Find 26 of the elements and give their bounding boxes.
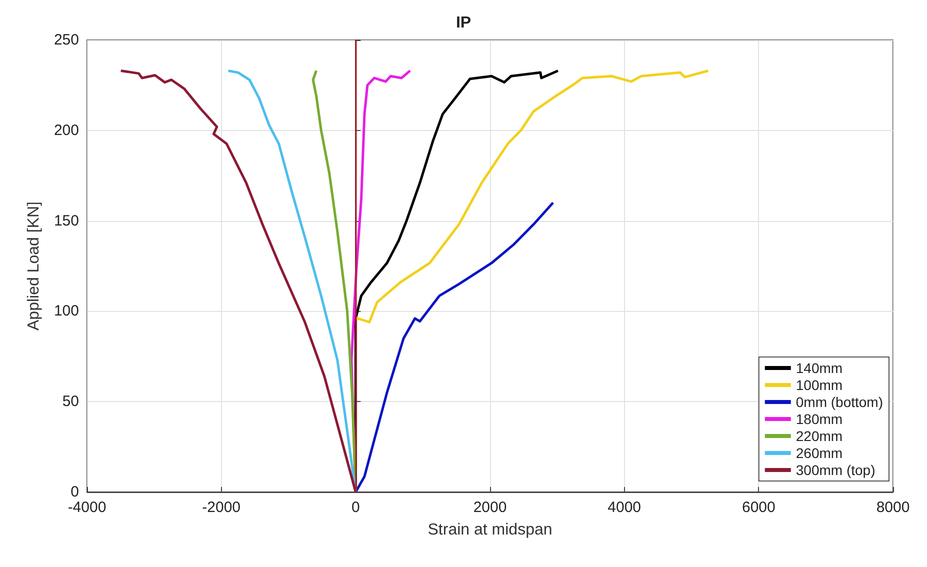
line-series (354, 201, 554, 494)
y-tick-label: 250 (54, 32, 79, 48)
legend-label: 300mm (top) (796, 462, 876, 478)
line-series (354, 69, 710, 324)
x-tick-label: -4000 (68, 499, 106, 516)
chart-title: IP (456, 14, 472, 32)
legend-label: 180mm (796, 411, 843, 427)
legend-label: 100mm (796, 377, 843, 393)
x-tick-label: 4000 (608, 499, 642, 516)
legend-label: 220mm (796, 428, 843, 444)
x-axis-title: Strain at midspan (428, 522, 552, 538)
legend-label: 0mm (bottom) (796, 394, 883, 410)
line-series (120, 69, 357, 494)
x-tick-label: 2000 (473, 499, 507, 516)
x-tick-label: 6000 (742, 499, 776, 516)
y-tick-label: 200 (54, 122, 79, 139)
legend-label: 140mm (796, 360, 843, 376)
x-tick-label: 8000 (876, 499, 910, 516)
y-tick-label: 50 (62, 393, 79, 410)
y-tick-label: 100 (54, 302, 79, 320)
y-tick-label: 0 (70, 484, 79, 500)
y-axis-title: Applied Load [KN] (26, 202, 42, 330)
y-tick-label: 150 (54, 212, 79, 230)
x-tick-label: -2000 (202, 499, 241, 516)
legend-label: 260mm (796, 445, 843, 461)
x-tick-label: 0 (351, 499, 360, 516)
